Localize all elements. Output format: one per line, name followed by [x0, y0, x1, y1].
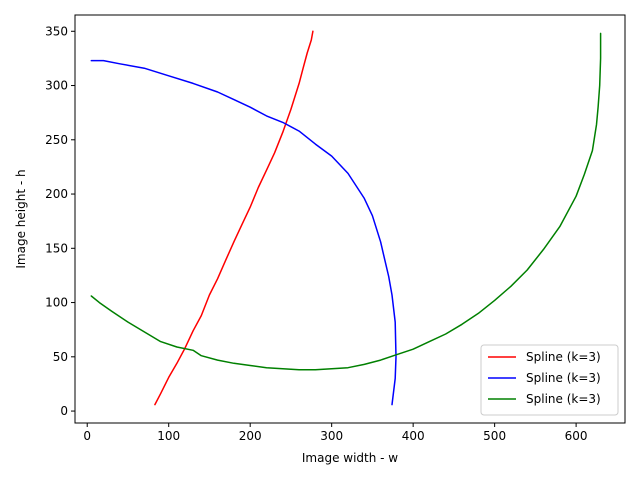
legend-label-2: Spline (k=3)	[526, 371, 601, 385]
x-axis-ticks: 0 100 200 300 400 500 600	[83, 423, 588, 443]
x-tick-label: 0	[83, 429, 91, 443]
x-tick-label: 400	[402, 429, 425, 443]
y-tick-label: 100	[45, 296, 68, 310]
legend: Spline (k=3) Spline (k=3) Spline (k=3)	[480, 344, 619, 416]
x-tick-label: 100	[157, 429, 180, 443]
y-tick-label: 250	[45, 133, 68, 147]
series-line-1	[154, 30, 314, 406]
legend-label-3: Spline (k=3)	[526, 392, 601, 406]
y-tick-label: 350	[45, 24, 68, 38]
series-line-3	[90, 32, 602, 371]
plot-frame	[74, 14, 626, 424]
y-tick-label: 0	[60, 404, 68, 418]
series-line-2	[90, 59, 397, 406]
x-axis-label: Image width - w	[302, 451, 398, 465]
x-tick-label: 600	[565, 429, 588, 443]
y-tick-label: 300	[45, 79, 68, 93]
legend-frame	[480, 344, 619, 416]
x-tick-label: 300	[320, 429, 343, 443]
y-tick-label: 200	[45, 187, 68, 201]
y-axis-ticks: 0 50 100 150 200 250 300 350	[45, 24, 75, 418]
series-layer	[90, 30, 602, 406]
y-tick-label: 150	[45, 241, 68, 255]
y-tick-label: 50	[53, 350, 68, 364]
x-tick-label: 500	[483, 429, 506, 443]
x-tick-label: 200	[239, 429, 262, 443]
legend-label-1: Spline (k=3)	[526, 350, 601, 364]
y-axis-label: Image height - h	[14, 169, 28, 268]
